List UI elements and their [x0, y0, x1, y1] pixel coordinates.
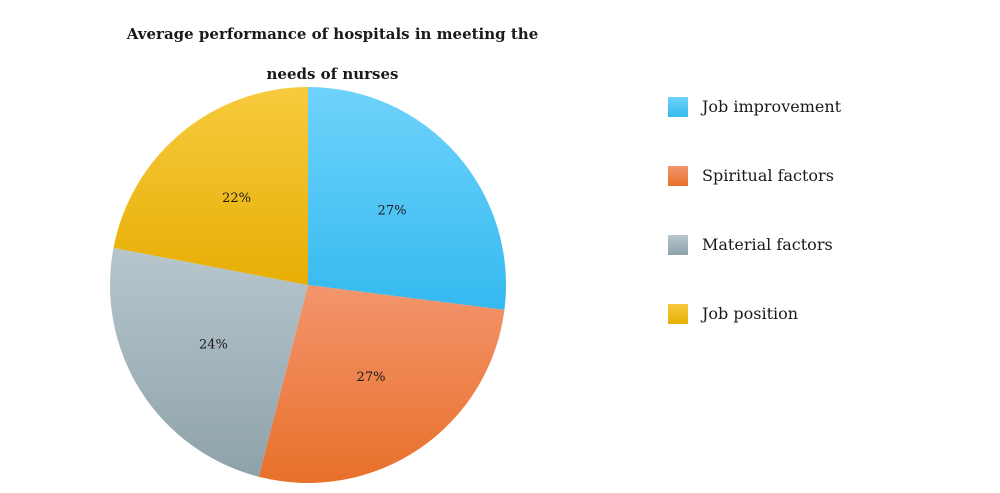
- slice-label-material-factors: 24%: [199, 338, 228, 353]
- legend-label: Job position: [702, 304, 799, 323]
- pie-slice-job-improvement: [308, 87, 507, 310]
- legend-label: Spiritual factors: [702, 166, 834, 185]
- legend-label: Material factors: [702, 235, 833, 254]
- legend-item-spiritual-factors: Spiritual factors: [668, 165, 841, 234]
- pie-slice-job-position: [113, 87, 308, 285]
- legend-item-material-factors: Material factors: [668, 234, 841, 303]
- legend-swatch: [668, 166, 688, 186]
- legend-swatch: [668, 235, 688, 255]
- chart-title-line-2: needs of nurses: [266, 65, 399, 83]
- chart-legend: Job improvement Spiritual factors Materi…: [668, 96, 841, 372]
- legend-item-job-position: Job position: [668, 303, 841, 372]
- pie-slice-spiritual-factors: [258, 285, 505, 484]
- slice-label-spiritual-factors: 27%: [357, 370, 386, 385]
- legend-swatch: [668, 97, 688, 117]
- chart-title: Average performance of hospitals in meet…: [100, 14, 565, 94]
- slice-label-job-position: 22%: [222, 191, 251, 206]
- legend-swatch: [668, 304, 688, 324]
- chart-title-line-1: Average performance of hospitals in meet…: [126, 25, 539, 43]
- slice-label-job-improvement: 27%: [378, 203, 407, 218]
- legend-item-job-improvement: Job improvement: [668, 96, 841, 165]
- pie-slice-material-factors: [110, 247, 308, 477]
- legend-label: Job improvement: [702, 97, 842, 116]
